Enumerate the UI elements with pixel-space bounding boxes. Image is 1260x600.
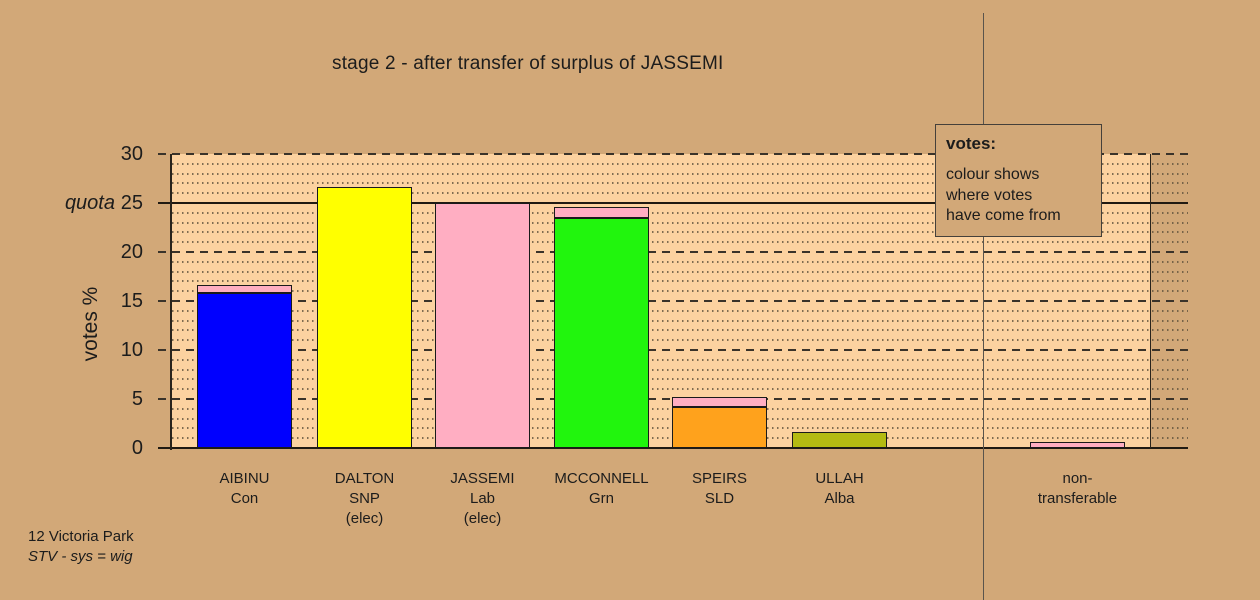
y-axis-title: votes % — [79, 286, 102, 362]
gridline-minor — [172, 261, 1188, 263]
y-tick-label: 0 — [131, 437, 143, 459]
bar-segment — [317, 187, 412, 448]
x-axis-line — [158, 447, 1188, 449]
separator-line — [983, 13, 984, 600]
bar-label-line: Alba — [824, 490, 855, 507]
bar-label-line: Con — [230, 490, 259, 507]
bar-segment — [435, 203, 530, 448]
bar-segment — [672, 407, 767, 448]
y-tick-label: 25 — [120, 192, 143, 214]
bar-label: AIBINU Con — [170, 469, 320, 509]
bar-label: non-transferable — [1003, 469, 1153, 509]
gridline-minor — [172, 329, 1188, 331]
y-tick-label: 30 — [120, 143, 143, 165]
gridline-minor — [172, 290, 1188, 292]
bar-label-line: MCCONNELL — [554, 470, 649, 487]
bar-segment — [792, 432, 887, 448]
footer-caption: 12 Victoria Park STV - sys = wig — [28, 527, 134, 567]
bar-segment — [672, 397, 767, 407]
bar-label-line: (elec) — [345, 510, 384, 527]
y-tick-label: 5 — [131, 388, 143, 410]
gridline-minor — [172, 310, 1188, 312]
gridline-minor — [172, 271, 1188, 273]
y-axis-line — [170, 154, 172, 450]
bar-segment — [554, 218, 649, 448]
gridline-minor — [172, 212, 1188, 214]
y-tick-label: 20 — [120, 241, 143, 263]
y-tick-label: 15 — [120, 290, 143, 312]
gridline-major — [158, 251, 1188, 253]
legend-text-line: have come from — [946, 207, 1061, 224]
footer-line1: 12 Victoria Park — [28, 528, 134, 545]
gridline-minor — [172, 163, 1188, 165]
bar-segment — [1030, 442, 1125, 448]
quota-line — [158, 202, 1188, 204]
legend-heading: votes: — [946, 134, 997, 153]
gridline-minor — [172, 173, 1188, 175]
gridline-minor — [172, 388, 1188, 390]
bar-label-line: Grn — [588, 490, 614, 507]
gridline-minor — [172, 241, 1188, 243]
bar-label-line: SPEIRS — [691, 470, 748, 487]
bar-label: JASSEMI Lab (elec) — [408, 469, 558, 529]
bar-segment — [197, 285, 292, 293]
bar-label-line: transferable — [1037, 490, 1118, 507]
gridline-minor — [172, 369, 1188, 371]
gridline-minor — [172, 339, 1188, 341]
bar-label: DALTON SNP (elec) — [290, 469, 440, 529]
bar-label-line: SLD — [704, 490, 735, 507]
bar-segment — [554, 207, 649, 218]
gridline-minor — [172, 222, 1188, 224]
gridline-minor — [172, 182, 1188, 184]
bar-label-line: Lab — [469, 490, 496, 507]
plot-right-border — [1150, 154, 1151, 448]
gridline-minor — [172, 192, 1188, 194]
legend-text-line: where votes — [946, 186, 1033, 204]
gridline-major — [158, 349, 1188, 351]
chart-title: stage 2 - after transfer of surplus of J… — [332, 53, 724, 74]
bar-label-line: ULLAH — [815, 470, 864, 487]
bar-label-line: SNP — [349, 490, 380, 507]
legend-text-line: colour shows — [946, 166, 1040, 183]
gridline-minor — [172, 231, 1188, 233]
legend-box: votes: colour shows where votes have com… — [935, 124, 1102, 237]
bar-label-line: AIBINU — [219, 470, 270, 487]
bar-segment — [197, 293, 292, 448]
gridline-minor — [172, 378, 1188, 380]
gridline-minor — [172, 280, 1188, 282]
gridline-minor — [172, 359, 1188, 361]
gridline-major — [158, 300, 1188, 302]
bar-label: ULLAH Alba — [765, 469, 915, 509]
bar-label-line: JASSEMI — [450, 470, 515, 487]
footer-line2: STV - sys = wig — [28, 548, 133, 565]
bar-label-line: (elec) — [463, 510, 502, 527]
y-tick-label: 10 — [120, 339, 143, 361]
gridline-minor — [172, 320, 1188, 322]
bar-label-line: DALTON — [334, 470, 395, 487]
bar-label-line: non- — [1062, 470, 1093, 487]
bar-label: MCCONNELL Grn — [527, 469, 677, 509]
quota-label: quota — [64, 192, 115, 214]
bar-label: SPEIRS SLD — [645, 469, 795, 509]
gridline-major — [158, 153, 1188, 155]
